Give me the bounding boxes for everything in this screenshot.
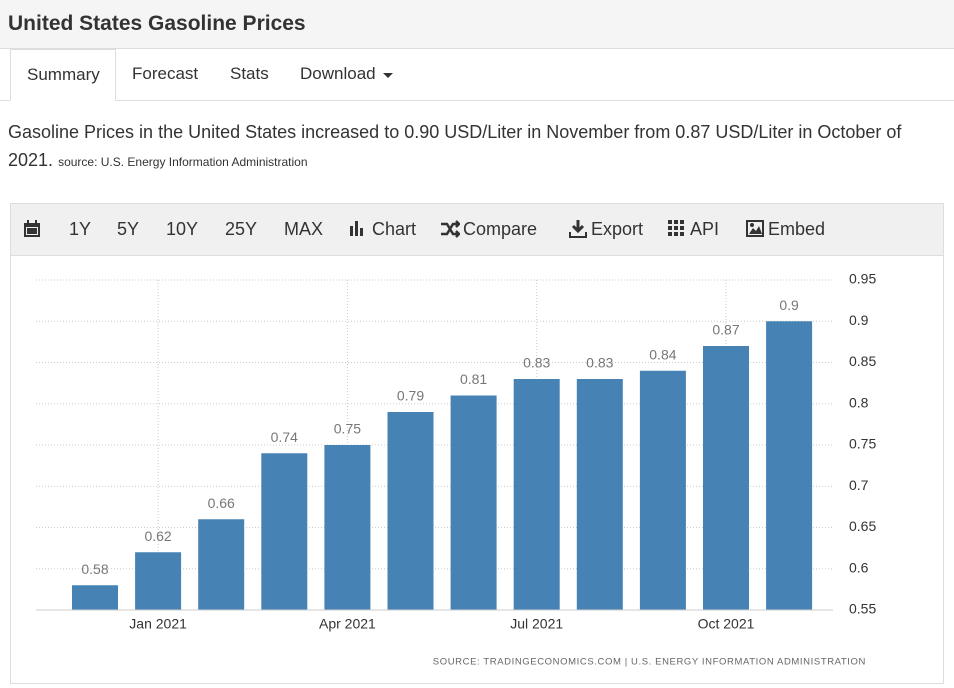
toolbar-label: Export — [591, 219, 644, 239]
toolbar-label: 10Y — [166, 219, 199, 239]
value-label: 0.81 — [460, 371, 487, 387]
y-tick-label: 0.75 — [849, 436, 876, 452]
tab[interactable]: Summary — [10, 49, 116, 101]
value-label: 0.62 — [144, 528, 171, 544]
chart-container: 0.55 0.6 0.65 0.7 0.75 0.8 0.85 0.9 0.95 Jan 2021… — [10, 255, 944, 684]
x-tick-label: Apr 2021 — [319, 616, 376, 632]
x-tick-label: Oct 2021 — [698, 616, 755, 632]
value-label: 0.58 — [81, 561, 108, 577]
bar — [387, 412, 434, 610]
toolbar-label: Embed — [768, 219, 826, 239]
bar — [703, 346, 749, 610]
value-label: 0.87 — [712, 322, 739, 338]
toolbar-label: 1Y — [69, 219, 92, 239]
toolbar-button[interactable]: 5Y — [117, 204, 139, 255]
summary-source: source: U.S. Energy Information Administ… — [58, 155, 308, 169]
y-tick-label: 0.6 — [849, 559, 869, 575]
toolbar-button[interactable]: Chart — [350, 204, 416, 255]
toolbar-button[interactable]: Embed — [746, 204, 825, 255]
toolbar-icon — [569, 219, 587, 238]
x-tick-label: Jul 2021 — [510, 616, 563, 632]
y-tick-label: 0.55 — [849, 601, 876, 617]
bar — [324, 445, 371, 610]
summary-text: Gasoline Prices in the United States inc… — [8, 122, 902, 170]
bar — [135, 552, 182, 610]
toolbar-label: 5Y — [117, 219, 140, 239]
chart-source: SOURCE: TRADINGECONOMICS.COM | U.S. ENER… — [433, 657, 866, 668]
x-tick-label: Jan 2021 — [129, 616, 187, 632]
y-tick-label: 0.8 — [849, 394, 869, 410]
toolbar-button[interactable]: Compare — [441, 204, 537, 255]
header: United States Gasoline Prices — [0, 0, 954, 49]
chart: 0.55 0.6 0.65 0.7 0.75 0.8 0.85 0.9 0.95 Jan 2021… — [36, 271, 876, 668]
calendar-icon[interactable] — [23, 220, 41, 238]
value-label: 0.83 — [523, 355, 550, 371]
toolbar-button[interactable]: Export — [569, 204, 643, 255]
bar — [198, 519, 245, 610]
toolbar-label: Compare — [463, 219, 538, 239]
value-label: 0.74 — [271, 429, 298, 445]
bar — [576, 379, 623, 610]
y-tick-label: 0.7 — [849, 477, 869, 493]
toolbar-button[interactable]: 1Y — [69, 204, 91, 255]
value-label: 0.75 — [334, 421, 361, 437]
bar — [639, 370, 686, 610]
caret-icon — [382, 72, 393, 78]
value-label: 0.84 — [649, 346, 676, 362]
value-label: 0.66 — [208, 495, 235, 511]
tab[interactable]: Forecast — [132, 64, 199, 83]
bar — [261, 453, 308, 610]
bar — [766, 321, 813, 610]
y-tick-label: 0.65 — [849, 518, 876, 534]
page-title: United States Gasoline Prices — [8, 12, 306, 35]
toolbar-button[interactable]: 10Y — [166, 204, 198, 255]
value-label: 0.9 — [779, 297, 799, 313]
value-label: 0.83 — [586, 355, 613, 371]
toolbar: 1Y 5Y 10Y 25Y MAX Chart Compare Export API Embed — [10, 203, 944, 256]
toolbar-icon — [746, 219, 764, 237]
toolbar-label: MAX — [284, 219, 324, 239]
y-tick-label: 0.9 — [849, 312, 869, 328]
y-tick-label: 0.95 — [849, 271, 876, 287]
toolbar-label: API — [690, 219, 720, 239]
toolbar-button[interactable]: MAX — [284, 204, 323, 255]
summary: Gasoline Prices in the United States inc… — [8, 118, 948, 176]
bar — [513, 379, 560, 610]
bar — [450, 395, 497, 610]
toolbar-icon — [668, 219, 684, 236]
toolbar-icon — [441, 219, 461, 238]
value-label: 0.79 — [397, 388, 424, 404]
y-tick-label: 0.85 — [849, 353, 876, 369]
toolbar-icon — [350, 220, 363, 236]
toolbar-label: 25Y — [225, 219, 258, 239]
toolbar-label: Chart — [372, 219, 417, 239]
toolbar-button[interactable]: API — [668, 204, 719, 255]
tabs: Summary Forecast Stats Download — [0, 49, 954, 101]
toolbar-button[interactable]: 25Y — [225, 204, 257, 255]
tab[interactable]: Download — [284, 49, 410, 100]
tab[interactable]: Stats — [230, 64, 269, 83]
bar — [72, 585, 118, 610]
